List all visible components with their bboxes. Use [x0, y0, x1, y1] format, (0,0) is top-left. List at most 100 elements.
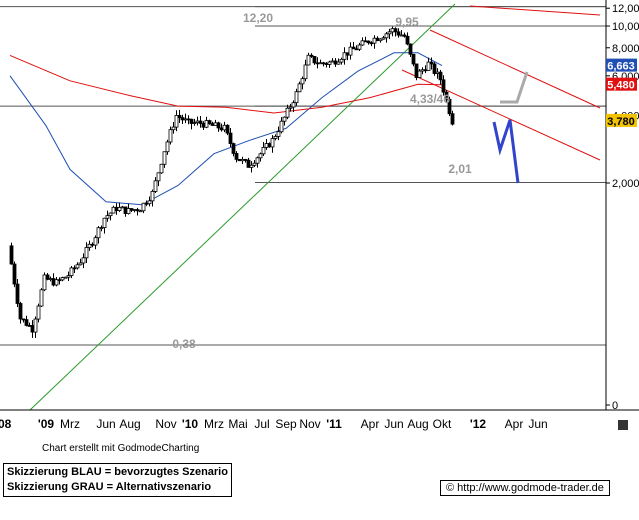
candle-body — [357, 44, 362, 50]
candle-body — [441, 79, 446, 93]
candle-body — [282, 116, 287, 122]
scenario-grey — [500, 71, 529, 104]
x-tick-label: Aug — [119, 417, 140, 431]
candle-body — [210, 123, 215, 126]
candle-body — [138, 210, 143, 213]
scenario-legend: Skizzierung BLAU = bevorzugtes Szenario … — [3, 463, 232, 497]
candle-body — [192, 122, 197, 124]
x-tick-label: Mai — [228, 417, 247, 431]
candle-body — [255, 157, 260, 164]
candle-body — [177, 114, 182, 119]
x-tick-label: Jun — [384, 417, 403, 431]
candle-body — [45, 274, 50, 280]
candle-body — [444, 91, 449, 100]
candle-body — [195, 120, 200, 123]
uptrend-line — [29, 3, 456, 411]
candle-body — [60, 277, 65, 281]
candle-body — [186, 118, 191, 121]
candle-body — [48, 278, 53, 280]
x-tick-label: Nov — [299, 417, 320, 431]
candle-body — [273, 136, 278, 139]
level-label: 0,38 — [172, 337, 196, 351]
candle-body — [180, 117, 185, 121]
candle-body — [243, 159, 248, 161]
candle-body — [54, 279, 59, 286]
candle-body — [111, 206, 116, 214]
candle-body — [87, 243, 92, 248]
candle-body — [165, 141, 170, 153]
candle-body — [171, 126, 176, 131]
level-label: 2,01 — [448, 162, 472, 176]
candle-body — [345, 52, 350, 56]
candle-body — [183, 118, 188, 121]
candle-body — [288, 106, 293, 109]
x-tick-label: Jun — [96, 417, 115, 431]
candle-body — [390, 28, 395, 33]
x-tick-label: Jul — [254, 417, 269, 431]
candle-body — [228, 132, 233, 144]
level-label: 12,20 — [243, 11, 273, 25]
price-tag-label: 3,780 — [607, 116, 635, 128]
scenario-blue — [492, 119, 520, 184]
candle-body — [135, 209, 140, 212]
candle-body — [213, 122, 218, 126]
price-tag — [606, 58, 637, 72]
candle-body — [414, 63, 419, 78]
source-link[interactable]: © http://www.godmode-trader.de — [440, 480, 610, 496]
price-tag-label: 5,480 — [607, 80, 635, 92]
candle-body — [189, 118, 194, 124]
scenario-sketches — [492, 71, 529, 184]
chart-grid — [0, 6, 606, 346]
candle-body — [75, 264, 80, 269]
candle-body — [381, 37, 386, 40]
source-url[interactable]: http://www.godmode-trader.de — [457, 482, 604, 494]
candle-body — [27, 325, 32, 327]
candle-body — [252, 162, 257, 166]
candle-body — [423, 69, 428, 72]
candle-body — [321, 62, 326, 65]
candle-body — [249, 164, 254, 168]
candle-body — [18, 303, 23, 320]
candle-body — [72, 267, 77, 270]
candle-body — [363, 40, 368, 43]
candle-body — [120, 206, 125, 209]
candle-body — [285, 107, 290, 118]
y-tick-label: 8,000 — [612, 43, 639, 55]
price-tag — [606, 77, 637, 91]
candle-body — [30, 325, 35, 333]
x-tick-label: Okt — [433, 417, 452, 431]
x-tick-label: Mrz — [60, 417, 80, 431]
candle-body — [291, 102, 296, 108]
candle-body — [141, 202, 146, 212]
candle-body — [174, 114, 179, 128]
candle-body — [105, 215, 110, 219]
candle-body — [420, 69, 425, 72]
y-tick-label: 2,000 — [612, 178, 639, 190]
candle-body — [132, 209, 137, 211]
candle-body — [450, 113, 455, 125]
y-tick-label: 10,000 — [612, 21, 639, 33]
x-tick-label: Sep — [275, 417, 297, 431]
candle-body — [117, 207, 122, 211]
candle-body — [162, 151, 167, 165]
candle-body — [156, 172, 161, 182]
candle-body — [354, 48, 359, 51]
candle-body — [69, 267, 74, 276]
candle-body — [147, 200, 152, 205]
candle-body — [102, 217, 107, 229]
candle-body — [9, 245, 14, 265]
candle-body — [375, 37, 380, 42]
candle-body — [204, 120, 209, 128]
candle-body — [21, 318, 26, 321]
candle-body — [396, 31, 401, 36]
candle-body — [369, 42, 374, 45]
candle-body — [78, 262, 83, 266]
candle-body — [312, 56, 317, 64]
candle-body — [408, 43, 413, 55]
downtrend-upper — [429, 29, 601, 109]
candle-body — [417, 70, 422, 78]
candle-body — [66, 275, 71, 278]
candle-body — [387, 31, 392, 35]
candle-body — [231, 143, 236, 154]
chart-credit: Chart erstellt mit GodmodeCharting — [42, 443, 200, 454]
